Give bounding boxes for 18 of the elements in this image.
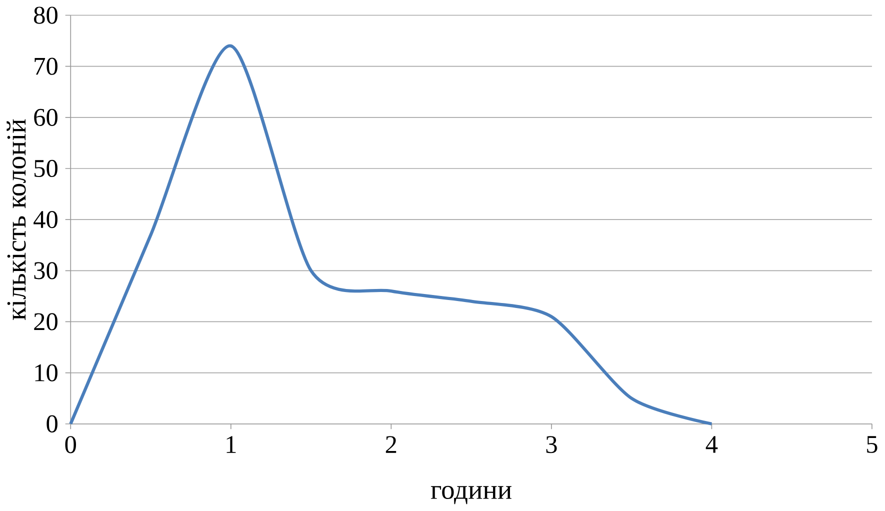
y-tick-label: 70 (34, 58, 58, 75)
y-tick-label: 60 (34, 108, 58, 126)
y-axis-title: кількість колоній (6, 119, 26, 320)
line-series (69, 44, 714, 426)
x-tick-label: 4 (706, 436, 718, 453)
x-tick-label: 2 (386, 436, 396, 453)
y-tick-label: 10 (35, 364, 58, 382)
y-tick-label: 40 (34, 211, 58, 228)
y-tick-label: 80 (34, 6, 58, 24)
x-tick-label: 0 (65, 436, 76, 454)
x-tick-label: 1 (226, 436, 236, 453)
x-tick-label: 5 (867, 436, 878, 454)
y-tick-label: 0 (46, 415, 58, 433)
x-tick-label: 3 (546, 436, 557, 454)
y-tick-label: 20 (34, 313, 58, 330)
y-tick-label: 30 (34, 262, 58, 280)
x-axis-title: години (430, 486, 512, 504)
y-tick-label: 50 (34, 160, 58, 178)
